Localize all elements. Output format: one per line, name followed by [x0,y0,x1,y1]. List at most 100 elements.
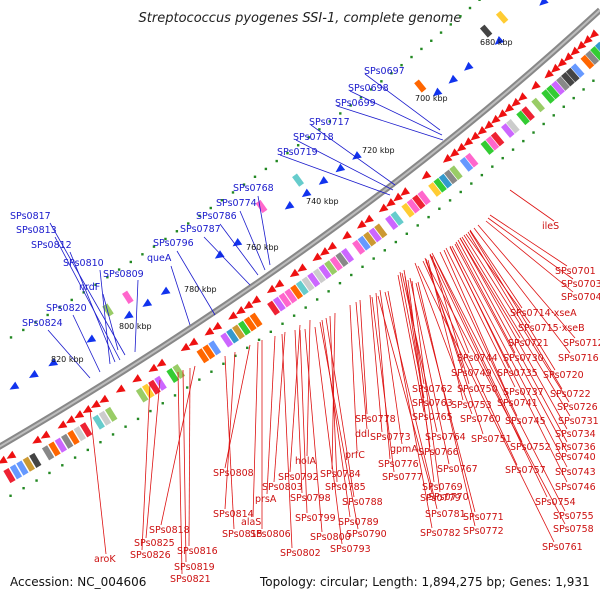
leader-line-blue [49,222,126,356]
gc-dot [307,136,310,139]
leader-line-blue [310,124,396,186]
gc-dot [34,321,37,324]
forward-cog-block [3,468,16,484]
forward-cog-block [580,54,595,70]
forward-cog-block [79,422,93,438]
reverse-gene-arrow [432,87,443,97]
leader-line-blue [257,195,271,266]
gc-dot [129,260,133,264]
gc-dot [242,183,246,186]
gene-label: SPs0816 [177,546,218,557]
gc-dot [231,191,235,194]
forward-cog-block [284,288,298,304]
leader-line-red [145,379,161,539]
gc-dot [209,206,212,210]
forward-gene-arrow [456,142,467,152]
gene-label: SPs0716 [558,353,599,364]
leader-line-red [321,319,351,518]
gene-label: SPs0799 [295,513,336,524]
leader-line-red [397,274,425,413]
leader-line-red [417,281,476,527]
leader-line-red [443,249,510,399]
forward-cog-block [501,123,515,138]
forward-cog-block [307,272,321,288]
forward-gene-arrow [463,137,474,147]
forward-gene-arrow [132,374,143,383]
gene-label: gpmA [390,444,418,455]
gene-label: SPs0769 [422,482,463,493]
forward-gene-arrow [544,69,554,79]
gene-label: SPs0771 [463,512,504,523]
forward-cog-block [368,227,382,243]
gene-label: SPs0755 [553,511,594,522]
gc-dot [582,88,585,91]
gene-label: SPs0743 [555,467,596,478]
leader-line-red [485,220,574,293]
tick-label: 760 kbp [246,243,279,252]
forward-gene-arrow [378,203,389,213]
gc-dot [427,215,430,219]
gc-dot [22,328,25,332]
leader-line-red [509,189,555,222]
gc-dot [542,122,545,126]
leader-line-red [359,299,368,415]
gc-dot [186,386,189,389]
gene-label: SPs0824 [22,318,63,329]
gene-label: SPs0762 [412,384,453,395]
forward-gene-arrow [583,35,593,45]
gc-dot [372,257,375,260]
leader-line-blue [203,236,251,286]
leader-line-red [349,304,358,451]
gene-label: SPs0718 [293,132,334,143]
gene-label: SPs0704 [561,292,600,303]
gene-label: SPs0786 [196,211,237,222]
gc-dot [349,104,352,107]
reverse-cog-block [479,24,493,38]
gene-label: SPs0765 [412,412,453,423]
forward-cog-block [464,152,479,168]
gene-label: SPs0731 [558,416,599,427]
gene-label: SPs0757 [505,465,546,476]
gc-dot [478,0,481,1]
reverse-gene-arrow [160,286,171,295]
tick-label: 720 kbp [362,146,395,155]
forward-gene-arrow [212,321,223,331]
forward-cog-block [208,340,222,356]
reverse-cog-block [255,199,268,214]
leader-line-red [377,295,433,494]
gc-dot [383,249,386,252]
forward-cog-block [98,410,112,426]
forward-strand-labels: ileS SPs0701 SPs0703 SPs0704 SPs0714·xseA SPs… [94,221,600,585]
forward-cog-block [172,364,186,380]
gene-label: ileS [542,221,559,232]
forward-cog-block [237,320,251,336]
gene-label: SPs0772 [463,526,504,537]
forward-gene-arrow [518,92,528,102]
gc-dot [222,362,225,365]
gc-dot [438,207,441,210]
reverse-gene-arrow [28,369,39,378]
forward-gene-arrow [57,420,68,429]
gene-label: SPs0813 [16,225,57,236]
reverse-cog-block [495,10,509,24]
gene-label: SPs0737 [503,387,544,398]
forward-gene-arrow [235,306,246,315]
forward-cog-block [312,268,326,284]
gc-dot [468,6,472,10]
forward-gene-arrow [66,415,76,424]
forward-gene-arrow [148,363,159,372]
forward-gene-arrow [32,435,42,444]
gc-dot [187,222,190,225]
forward-gene-arrow [266,284,277,294]
leader-line-red [325,317,355,498]
forward-gene-arrow [421,170,432,180]
leader-line-red [459,237,568,430]
gene-label: SPs0806 [250,529,291,540]
forward-cog-block [385,215,399,231]
forward-cog-block [438,173,453,189]
gc-dot [141,253,144,256]
forward-cog-block [148,379,161,395]
leader-line-blue [54,236,121,361]
gc-dot [400,63,403,67]
forward-cog-block [41,445,55,461]
